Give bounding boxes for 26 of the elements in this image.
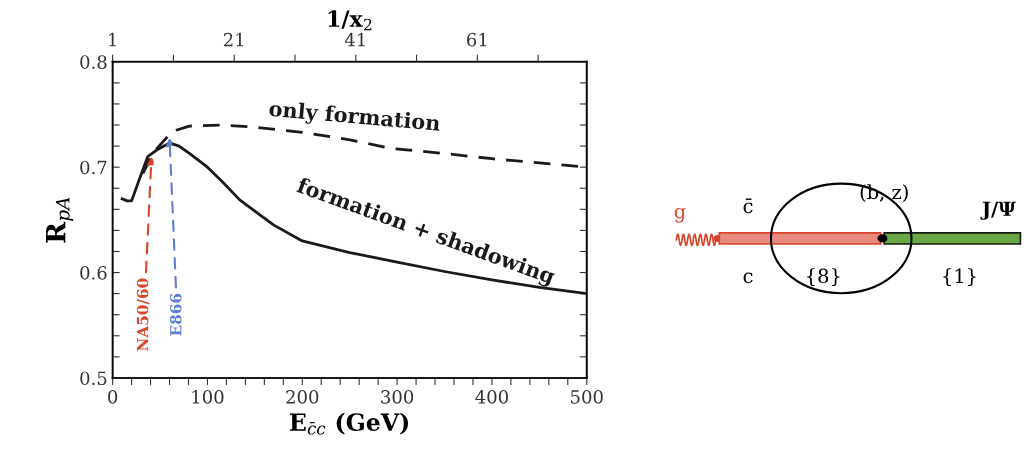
text: J/Ψ xyxy=(980,201,1016,220)
x2-tick-label: 61 xyxy=(467,32,487,47)
y-tick-label: 0.6 xyxy=(80,266,107,280)
x2-tick-label: 21 xyxy=(223,32,244,47)
x-tick-label: 500 xyxy=(571,390,603,404)
annotation: NA50/60 xyxy=(136,278,150,351)
x2-tick-label: 41 xyxy=(344,32,365,47)
annotation: E866 xyxy=(170,293,182,336)
x-tick-label: 100 xyxy=(192,390,224,404)
text: {8} xyxy=(807,268,840,287)
x-tick-label: 0 xyxy=(108,390,118,404)
x-tick-label: 400 xyxy=(475,390,508,404)
y-tick-label: 0.8 xyxy=(80,55,107,69)
x-tick-label: 200 xyxy=(286,390,319,404)
text: c̄ xyxy=(743,198,753,214)
text: {1} xyxy=(943,268,976,287)
x-axis-title: E$_{c̄c}$ (GeV) xyxy=(290,412,409,435)
x-tick-label: 300 xyxy=(381,390,414,404)
x2-tick-label: 1 xyxy=(109,32,116,47)
y-tick-label: 0.7 xyxy=(80,160,107,175)
x2-axis-title: 1/x$_{2}$ xyxy=(328,10,372,31)
y-axis-title: R$_{pA}$ xyxy=(46,197,74,243)
y-tick-label: 0.5 xyxy=(80,371,107,386)
text: c xyxy=(743,272,753,284)
series-label: only formation xyxy=(268,100,441,136)
text: g xyxy=(674,207,686,223)
